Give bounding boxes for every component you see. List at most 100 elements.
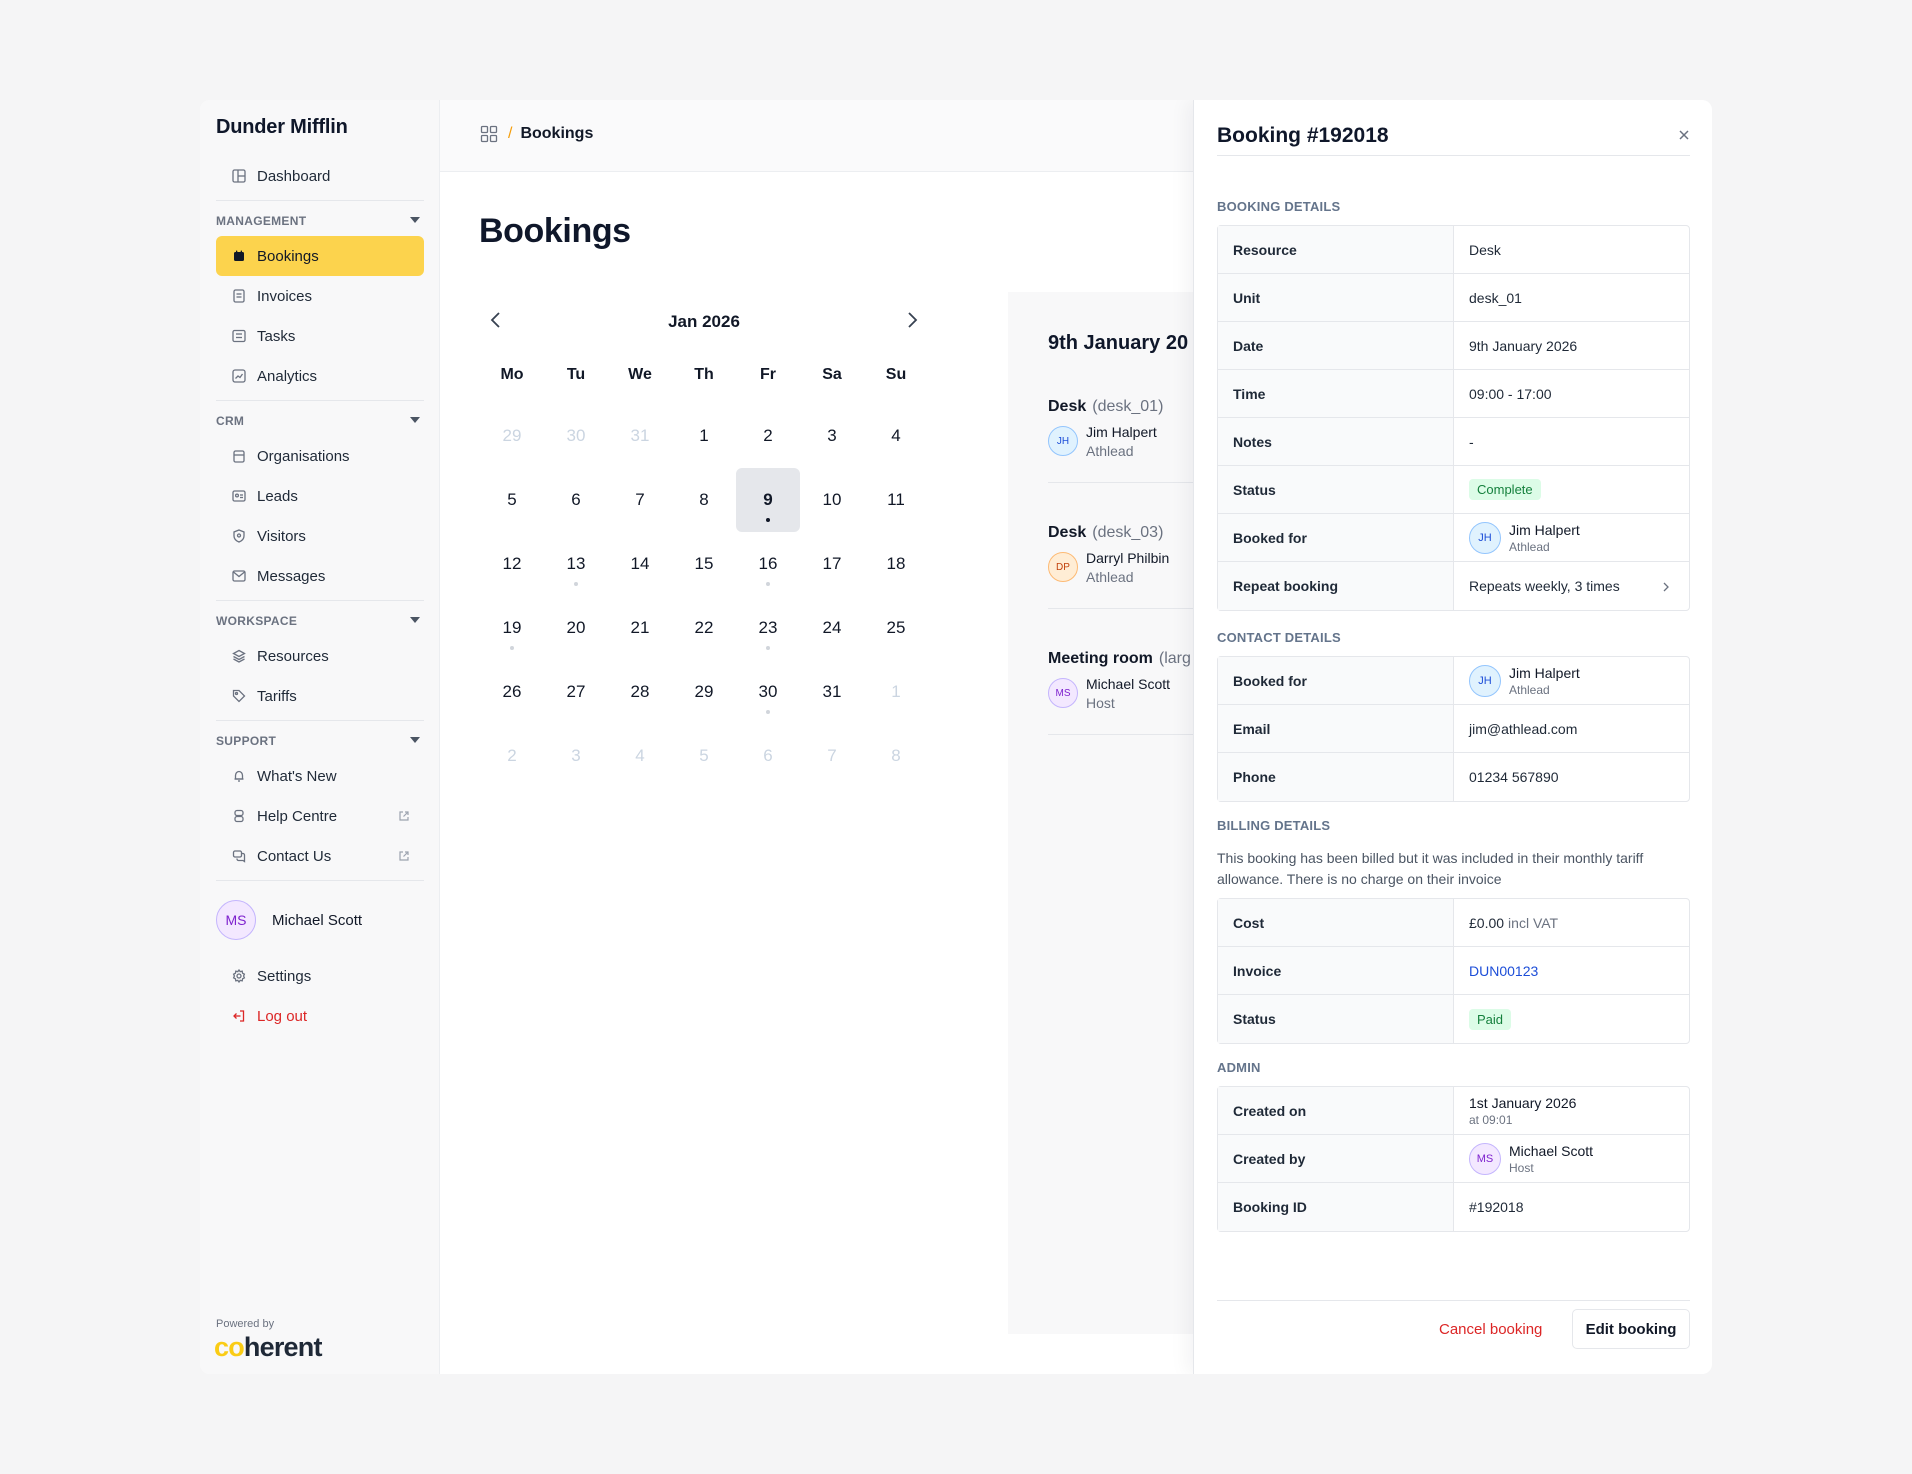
booking-details-table: Resource Desk Unit desk_01 Date 9th January… bbox=[1217, 225, 1690, 611]
calendar-day[interactable]: 5 bbox=[480, 468, 544, 532]
day-number: 9 bbox=[763, 490, 773, 509]
sidebar-item-tariffs[interactable]: Tariffs bbox=[216, 676, 424, 716]
day-number: 21 bbox=[630, 618, 650, 637]
calendar-day[interactable]: 22 bbox=[672, 596, 736, 660]
person-name: Darryl Philbin bbox=[1086, 550, 1170, 566]
caret-down-icon[interactable] bbox=[410, 617, 420, 623]
day-booking-item[interactable]: Desk (desk_01) JH Jim Halpert Athlead bbox=[1048, 398, 1448, 459]
calendar-day[interactable]: 3 bbox=[800, 404, 864, 468]
calendar-day[interactable]: 27 bbox=[544, 660, 608, 724]
sidebar-item-invoices[interactable]: Invoices bbox=[216, 276, 424, 316]
calendar-day[interactable]: 25 bbox=[864, 596, 928, 660]
calendar-day[interactable]: 2 bbox=[736, 404, 800, 468]
user-profile[interactable]: MS Michael Scott bbox=[216, 900, 362, 940]
sidebar-item-whats-new[interactable]: What's New bbox=[216, 756, 424, 796]
calendar-day[interactable]: 12 bbox=[480, 532, 544, 596]
calendar-day[interactable]: 14 bbox=[608, 532, 672, 596]
chevron-right-icon[interactable] bbox=[900, 308, 924, 332]
calendar-day[interactable]: 13 bbox=[544, 532, 608, 596]
invoice-link[interactable]: DUN00123 bbox=[1469, 962, 1539, 979]
id-card-icon bbox=[232, 489, 246, 503]
calendar-day-selected[interactable]: 9 bbox=[736, 468, 800, 532]
person-name: Jim Halpert bbox=[1509, 664, 1580, 681]
day-booking-item[interactable]: Desk (desk_03) DP Darryl Philbin Athlead bbox=[1048, 524, 1448, 585]
table-row: Created by MS Michael Scott Host bbox=[1218, 1135, 1689, 1183]
grid-icon[interactable] bbox=[480, 125, 498, 143]
sidebar-item-resources[interactable]: Resources bbox=[216, 636, 424, 676]
sidebar-item-logout[interactable]: Log out bbox=[216, 996, 424, 1036]
calendar-day[interactable]: 2 bbox=[480, 724, 544, 788]
calendar-day[interactable]: 21 bbox=[608, 596, 672, 660]
booking-resource: Desk bbox=[1048, 524, 1087, 541]
chevron-right-icon[interactable] bbox=[1661, 580, 1671, 592]
calendar-day[interactable]: 20 bbox=[544, 596, 608, 660]
day-number: 31 bbox=[822, 682, 842, 701]
row-label: Booked for bbox=[1218, 514, 1454, 561]
calendar-day[interactable]: 31 bbox=[800, 660, 864, 724]
calendar-day[interactable]: 10 bbox=[800, 468, 864, 532]
calendar-day[interactable]: 7 bbox=[608, 468, 672, 532]
edit-booking-button[interactable]: Edit booking bbox=[1572, 1309, 1690, 1349]
sidebar-item-organisations[interactable]: Organisations bbox=[216, 436, 424, 476]
calendar-day[interactable]: 30 bbox=[544, 404, 608, 468]
sidebar-item-help-centre[interactable]: Help Centre bbox=[216, 796, 424, 836]
calendar-day[interactable]: 3 bbox=[544, 724, 608, 788]
chevron-left-icon[interactable] bbox=[484, 308, 508, 332]
mail-icon bbox=[232, 569, 246, 583]
calendar-day[interactable]: 1 bbox=[672, 404, 736, 468]
caret-down-icon[interactable] bbox=[410, 217, 420, 223]
calendar-day[interactable]: 6 bbox=[736, 724, 800, 788]
powered-by-label: Powered by bbox=[216, 1318, 275, 1330]
calendar-day[interactable]: 8 bbox=[672, 468, 736, 532]
calendar-day[interactable]: 29 bbox=[672, 660, 736, 724]
calendar-day[interactable]: 23 bbox=[736, 596, 800, 660]
sidebar-item-bookings[interactable]: Bookings bbox=[216, 236, 424, 276]
repeat-booking-row[interactable]: Repeat booking Repeats weekly, 3 times bbox=[1218, 562, 1689, 610]
sidebar-item-visitors[interactable]: Visitors bbox=[216, 516, 424, 556]
calendar-day[interactable]: 17 bbox=[800, 532, 864, 596]
sidebar-item-contact-us[interactable]: Contact Us bbox=[216, 836, 424, 876]
calendar-day[interactable]: 4 bbox=[608, 724, 672, 788]
close-icon[interactable] bbox=[1677, 128, 1691, 142]
page-title: Bookings bbox=[479, 212, 631, 250]
calendar-day[interactable]: 30 bbox=[736, 660, 800, 724]
bell-icon bbox=[232, 769, 246, 783]
calendar-day[interactable]: 24 bbox=[800, 596, 864, 660]
calendar-day[interactable]: 4 bbox=[864, 404, 928, 468]
analytics-icon bbox=[232, 369, 246, 383]
cancel-booking-button[interactable]: Cancel booking bbox=[1427, 1309, 1554, 1349]
sidebar-item-analytics[interactable]: Analytics bbox=[216, 356, 424, 396]
created-by-person[interactable]: MS Michael Scott Host bbox=[1469, 1142, 1593, 1176]
calendar-day[interactable]: 19 bbox=[480, 596, 544, 660]
calendar-day[interactable]: 5 bbox=[672, 724, 736, 788]
invoice-icon bbox=[232, 289, 246, 303]
calendar-day[interactable]: 8 bbox=[864, 724, 928, 788]
sidebar-item-label: Analytics bbox=[257, 367, 318, 385]
row-value: 9th January 2026 bbox=[1469, 337, 1578, 354]
sidebar-item-leads[interactable]: Leads bbox=[216, 476, 424, 516]
sidebar-item-tasks[interactable]: Tasks bbox=[216, 316, 424, 356]
section-management: MANAGEMENT bbox=[216, 214, 307, 228]
calendar-day[interactable]: 18 bbox=[864, 532, 928, 596]
sidebar-item-dashboard[interactable]: Dashboard bbox=[216, 156, 424, 196]
table-row: Status Complete bbox=[1218, 466, 1689, 514]
sidebar-item-messages[interactable]: Messages bbox=[216, 556, 424, 596]
sidebar-item-label: Tariffs bbox=[257, 687, 297, 705]
caret-down-icon[interactable] bbox=[410, 417, 420, 423]
day-booking-item[interactable]: Meeting room (larg MS Michael Scott Host bbox=[1048, 650, 1448, 711]
row-value: 09:00 - 17:00 bbox=[1469, 385, 1552, 402]
calendar-day[interactable]: 11 bbox=[864, 468, 928, 532]
sidebar-item-settings[interactable]: Settings bbox=[216, 956, 424, 996]
calendar-day[interactable]: 7 bbox=[800, 724, 864, 788]
contact-person[interactable]: JH Jim Halpert Athlead bbox=[1469, 664, 1580, 698]
calendar-day[interactable]: 26 bbox=[480, 660, 544, 724]
calendar-day[interactable]: 1 bbox=[864, 660, 928, 724]
calendar-day[interactable]: 15 bbox=[672, 532, 736, 596]
calendar-day[interactable]: 28 bbox=[608, 660, 672, 724]
calendar-day[interactable]: 29 bbox=[480, 404, 544, 468]
calendar-day[interactable]: 31 bbox=[608, 404, 672, 468]
calendar-day[interactable]: 16 bbox=[736, 532, 800, 596]
booked-for-person[interactable]: JH Jim Halpert Athlead bbox=[1469, 521, 1580, 555]
caret-down-icon[interactable] bbox=[410, 737, 420, 743]
calendar-day[interactable]: 6 bbox=[544, 468, 608, 532]
